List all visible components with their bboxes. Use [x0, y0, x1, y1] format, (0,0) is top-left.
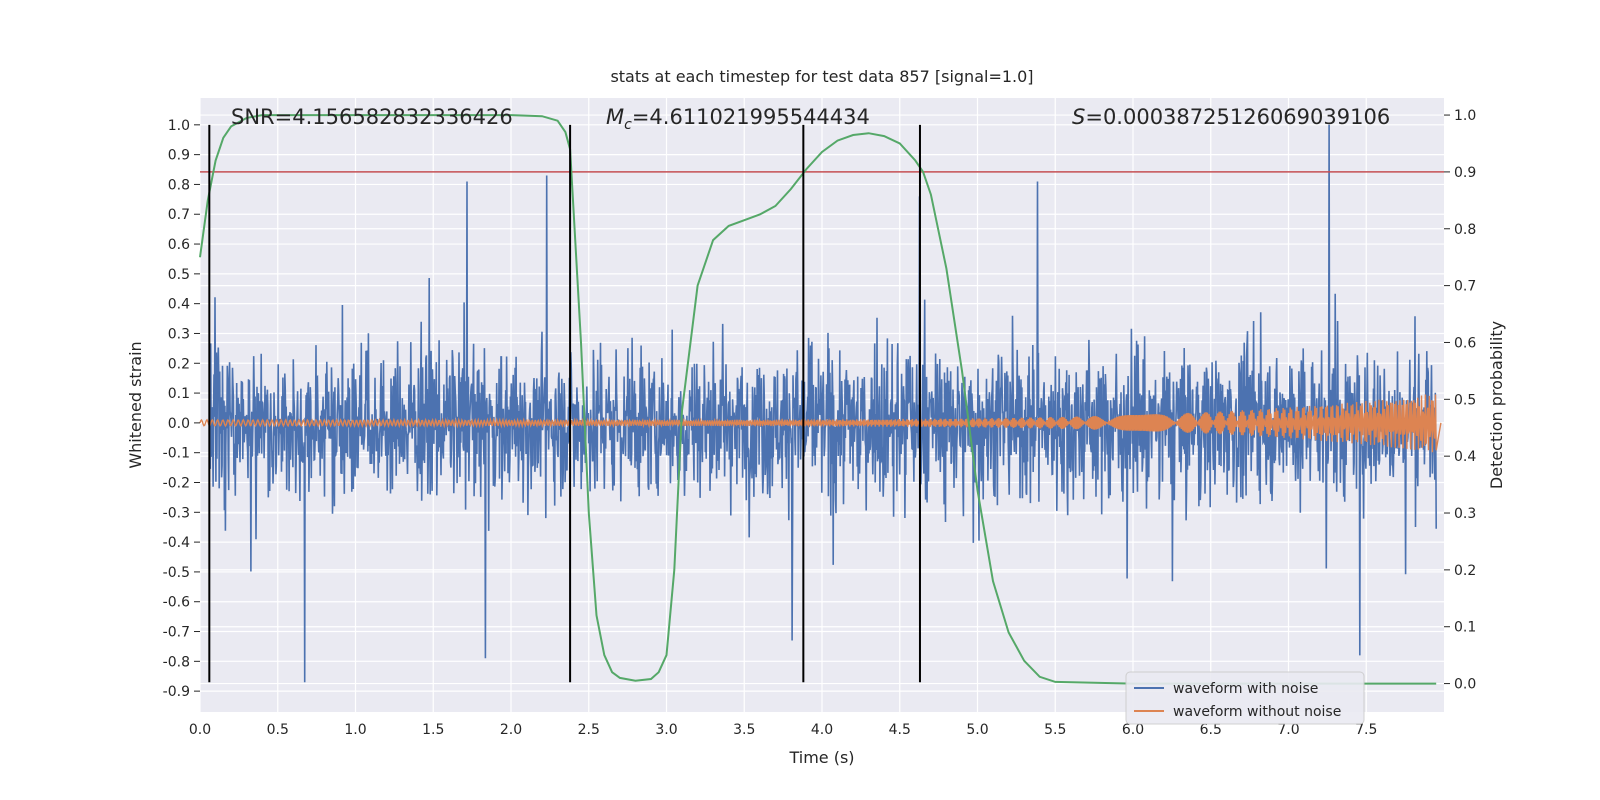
- y-left-tick-label: 0.4: [168, 297, 190, 313]
- y-left-tick-label: 0.1: [168, 386, 190, 402]
- y-left-tick-label: -0.4: [163, 535, 190, 551]
- y-right-tick-label: 0.9: [1454, 165, 1476, 181]
- x-tick-label: 6.5: [1200, 722, 1222, 738]
- s-symbol: S: [1072, 105, 1085, 129]
- y-right-tick-label: 0.8: [1454, 222, 1476, 238]
- y-left-tick-label: -0.1: [163, 446, 190, 462]
- x-tick-label: 1.0: [344, 722, 366, 738]
- x-tick-label: 0.0: [189, 722, 211, 738]
- y-left-tick-label: -0.7: [163, 625, 190, 641]
- x-tick-label: 4.5: [889, 722, 911, 738]
- y-right-tick-label: 0.0: [1454, 677, 1476, 693]
- y-left-tick-label: 1.0: [168, 118, 190, 134]
- series-waveform-without-noise: [199, 394, 1442, 453]
- x-tick-label: 3.5: [733, 722, 755, 738]
- chart-title: stats at each timestep for test data 857…: [610, 67, 1033, 86]
- x-tick-label: 2.0: [500, 722, 522, 738]
- x-tick-label: 4.0: [811, 722, 833, 738]
- y-right-tick-label: 0.6: [1454, 335, 1476, 351]
- mc-annotation: Mc=4.611021995544434: [606, 105, 870, 133]
- x-tick-label: 7.0: [1277, 722, 1299, 738]
- x-tick-label: 1.5: [422, 722, 444, 738]
- legend-label: waveform with noise: [1173, 681, 1318, 697]
- y-left-tick-label: 0.8: [168, 177, 190, 193]
- y-left-tick-label: -0.9: [163, 684, 190, 700]
- x-tick-label: 0.5: [267, 722, 289, 738]
- y-left-tick-label: 0.7: [168, 207, 190, 223]
- s-value: =0.00038725126069039106: [1085, 105, 1390, 129]
- y-left-tick-label: -0.6: [163, 595, 190, 611]
- y-right-tick-label: 0.7: [1454, 279, 1476, 295]
- y-right-tick-label: 0.1: [1454, 620, 1476, 636]
- y-left-tick-label: -0.8: [163, 654, 190, 670]
- y-right-tick-label: 0.3: [1454, 506, 1476, 522]
- y-right-tick-label: 0.5: [1454, 392, 1476, 408]
- y-left-tick-label: -0.5: [163, 565, 190, 581]
- x-tick-label: 6.0: [1122, 722, 1144, 738]
- x-tick-label: 2.5: [578, 722, 600, 738]
- x-tick-label: 7.5: [1355, 722, 1377, 738]
- s-annotation: S=0.00038725126069039106: [1072, 105, 1390, 129]
- x-tick-label: 3.0: [655, 722, 677, 738]
- x-tick-label: 5.0: [966, 722, 988, 738]
- y-left-tick-label: 0.6: [168, 237, 190, 253]
- legend: waveform with noise waveform without nois…: [1125, 671, 1365, 725]
- plot-area: [199, 98, 1444, 712]
- x-axis-label: Time (s): [788, 748, 854, 767]
- y-left-tick-label: 0.9: [168, 148, 190, 164]
- legend-box: [1125, 671, 1365, 725]
- series-detection-probability: [199, 114, 1437, 685]
- y-right-axis-label: Detection probability: [1487, 321, 1506, 489]
- x-tick-label: 5.5: [1044, 722, 1066, 738]
- axes: 0.0 0.5 1.0 1.5 2.0 2.5 3.0 3.5 4.0 4.5 5.0 5.5 6.0 6…: [126, 67, 1506, 767]
- mc-subscript: c: [624, 117, 632, 133]
- annotations: SNR=4.156582832336426 Mc=4.61102199554443…: [231, 105, 1390, 133]
- y-left-axis-label: Whitened strain: [126, 341, 145, 468]
- y-left-tick-label: 0.2: [168, 356, 190, 372]
- mc-symbol: M: [606, 105, 624, 129]
- y-left-tick-label: -0.3: [163, 505, 190, 521]
- snr-annotation: SNR=4.156582832336426: [231, 105, 513, 129]
- legend-label: waveform without noise: [1173, 704, 1341, 720]
- y-right-tick-label: 0.4: [1454, 449, 1476, 465]
- y-right-tick-label: 0.2: [1454, 563, 1476, 579]
- y-left-tick-label: 0.3: [168, 326, 190, 342]
- y-left-tick-label: 0.0: [168, 416, 190, 432]
- y-right-tick-label: 1.0: [1454, 108, 1476, 124]
- y-left-tick-label: -0.2: [163, 475, 190, 491]
- y-left-tick-label: 0.5: [168, 267, 190, 283]
- mc-value: =4.611021995544434: [632, 105, 870, 129]
